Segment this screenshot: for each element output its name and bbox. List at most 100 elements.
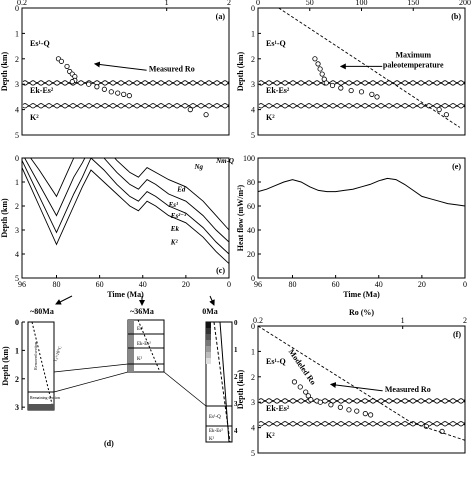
y-tick-label-3: 3 [15,80,19,89]
plot-frame [257,157,466,279]
y-tick-label-0: 0 [251,322,255,331]
data-point-10 [369,91,375,97]
d-y-tick-label-0: 0 [15,318,19,327]
x-tick-label-0: 0.2 [17,0,27,7]
y-tick-label-2: 40 [247,226,255,235]
annotation-modeled-ro: Modeled Ro [287,347,318,386]
layer-label-4: Es²⁻³ [170,212,187,220]
annotation-arrow [93,61,147,71]
data-point-6 [328,402,334,408]
burial-curve-0 [30,158,229,231]
x-tick-label-3: 40 [139,280,147,289]
data-point-7 [338,85,344,91]
unconformity-0-lower [258,82,465,86]
y-tick-label-1: 1 [251,347,255,356]
y-tick-label-2: 2 [251,373,255,382]
modeled-ro-line [257,325,466,441]
column-0ma-ramp-0 [206,322,211,328]
data-point-6 [329,82,336,89]
x-tick-label-2: 2 [463,316,467,325]
x-tick-label-2: 60 [332,280,340,289]
column-0ma-ramp-5 [206,352,211,358]
data-point-9 [94,84,100,90]
y-tick-label-1: 1 [15,29,19,38]
d-y-tick-label-1: 1 [15,346,19,355]
y-axis-label: Heat flow (mW/m²) [236,184,245,251]
data-point-16 [203,112,209,118]
unconformity-0-lower [258,400,465,404]
data-point-1 [297,384,303,390]
data-point-11 [368,412,374,418]
x-tick-label-3: 40 [375,280,383,289]
panel-b: 050100150200012345T (°C)Depth (km)(b)Es¹… [236,0,471,140]
plot-frame [21,157,230,279]
column-0ma-tick-2: 2 [234,373,238,381]
data-point-10 [362,411,368,417]
column-age-2: 0Ma [202,307,218,316]
unconformity-1-lower [22,105,229,109]
x-tick-label-0: 96 [18,280,26,289]
data-point-7 [337,404,343,410]
data-point-11 [108,89,114,95]
data-point-8 [348,87,354,94]
trend-line [278,7,461,128]
formation-label-1: Ek-Es² [266,86,290,95]
x-tick-label-2: 2 [227,0,231,7]
panel-f: 0.2 1 2 0 1 2 3 4 5 Ro (%) Depth (km) (f) Es¹-Q Ek-Es… [236,308,467,458]
formation-label-2: K² [266,113,275,122]
data-point-1 [315,61,321,67]
data-point-9 [358,89,365,95]
column-0ma-tick-4: 4 [234,427,238,435]
data-point-3 [305,393,311,399]
data-point-4 [321,76,327,82]
x-tick-label-2: 60 [96,280,104,289]
formation-label-1: Ek-Es² [266,404,290,413]
layer-label-6: K² [170,238,179,246]
data-point-7 [69,79,75,85]
data-point-12 [436,107,442,113]
y-axis-label: Depth (km) [236,52,245,92]
column-36ma-geotherm [137,319,161,373]
plot-frame [257,325,466,454]
unconformity-1 [258,421,465,424]
y-tick-label-4: 4 [251,106,255,115]
y-tick-label-5: 5 [15,274,19,283]
column-age-0: ~80Ma [30,307,54,316]
data-point-3 [319,71,325,77]
y-tick-label-0: 0 [15,4,19,13]
unconformity-1 [22,103,229,106]
formation-label-2: K² [266,431,275,440]
column-0ma-label-6: Es¹-Q [209,414,221,420]
connector-1 [53,363,129,373]
x-tick-label-0: 0.2 [253,316,263,325]
d-y-axis-label: Depth (km) [1,346,10,386]
column-0ma-ramp-2 [206,334,211,340]
column-age-1: ~36Ma [130,307,154,316]
data-point-1 [58,58,64,64]
formation-label-2: K² [30,113,39,122]
y-tick-label-2: 2 [15,55,19,64]
column-0ma-tick-1: 1 [234,346,238,354]
plot-frame [21,7,230,136]
annotation-measured-ro: Measured Ro [149,65,195,74]
data-point-9 [354,408,360,414]
x-axis-label: Time (Ma) [343,290,380,299]
y-tick-label-4: 4 [251,424,255,433]
y-tick-label-1: 1 [15,178,19,187]
annotation-line-1: paleotemperature [383,61,444,70]
data-point-0 [312,56,318,62]
column-36ma-label-2: Es¹ [137,326,144,332]
data-point-5 [323,80,329,86]
y-tick-label-0: 0 [251,274,255,283]
d-y-tick-label-3: 3 [15,403,19,412]
y-tick-label-1: 1 [251,29,255,38]
y-tick-label-4: 4 [15,106,19,115]
annotation-arrow [329,382,383,392]
data-point-8 [346,407,352,413]
data-point-10 [101,86,107,92]
x-tick-label-0: 0 [256,0,260,7]
data-point-13 [121,91,127,97]
panel-c: 96 80 60 40 20 0 0 1 2 3 4 5 Time (Ma) Depth (km) (c) N… [0,154,234,299]
burial-curve-1 [24,158,229,243]
column-0ma-tick-3: 3 [234,400,238,408]
